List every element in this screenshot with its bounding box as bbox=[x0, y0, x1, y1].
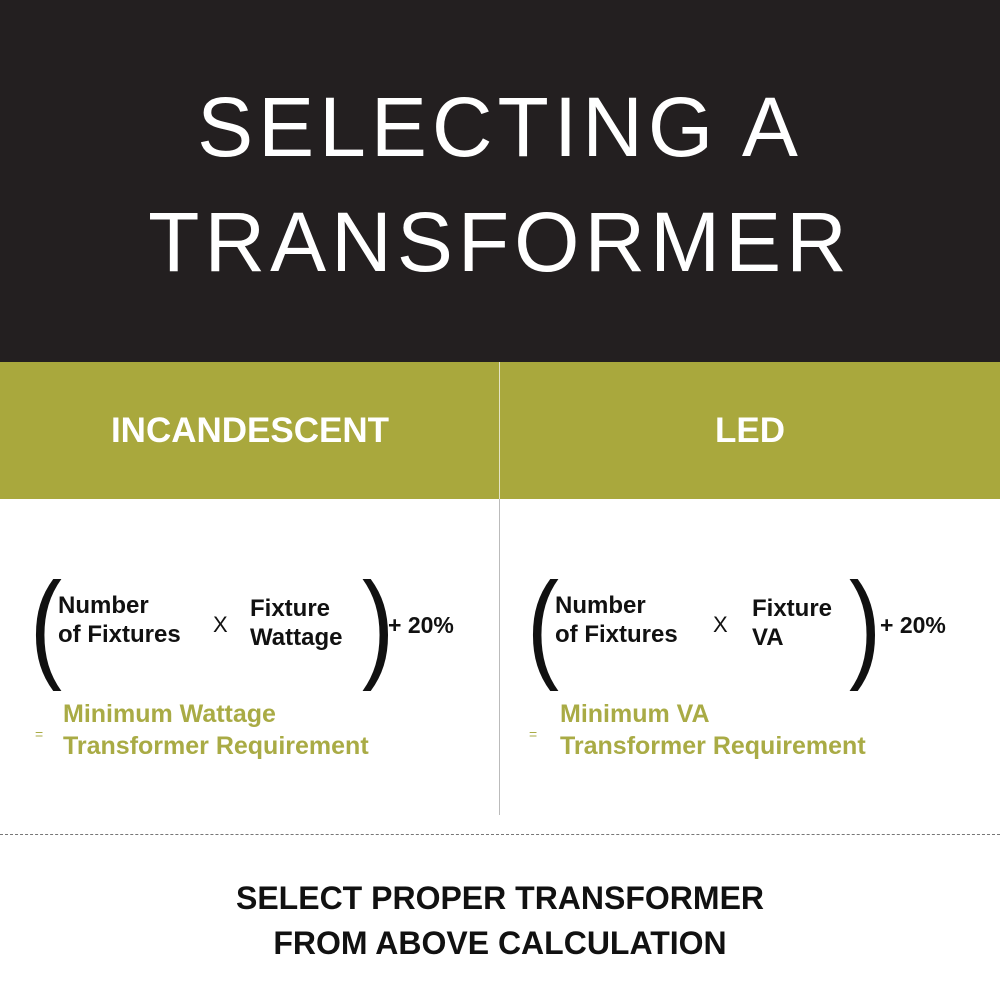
term-line: Wattage bbox=[250, 624, 343, 651]
term-line: of Fixtures bbox=[555, 621, 678, 648]
dashed-separator bbox=[0, 834, 1000, 835]
term-line: Fixture bbox=[752, 595, 833, 622]
heading-incandescent: INCANDESCENT bbox=[110, 410, 390, 450]
result-minimum-va: Minimum VA Transformer Requirement bbox=[560, 698, 866, 762]
multiply-sign: X bbox=[713, 612, 728, 637]
result-line: Transformer Requirement bbox=[560, 732, 866, 760]
right-parenthesis: ) bbox=[848, 558, 881, 692]
equals-sign: = bbox=[35, 726, 44, 742]
term-line: Number bbox=[555, 592, 646, 619]
term-fixture-va: Fixture VA bbox=[752, 594, 832, 652]
term-line: of Fixtures bbox=[58, 621, 181, 648]
footer-line-2: FROM ABOVE CALCULATION bbox=[273, 925, 727, 961]
plus-20-percent: + 20% bbox=[388, 612, 454, 638]
heading-band-led: LED bbox=[500, 362, 1000, 499]
term-number-of-fixtures: Number of Fixtures bbox=[555, 591, 678, 649]
right-parenthesis: ) bbox=[361, 558, 394, 692]
result-minimum-wattage: Minimum Wattage Transformer Requirement bbox=[63, 698, 369, 762]
footer-line-1: SELECT PROPER TRANSFORMER bbox=[235, 880, 765, 916]
title-line-1: SELECTING A bbox=[197, 80, 803, 174]
formula-led: ( Number of Fixtures X Fixture VA ) + 20% … bbox=[497, 560, 997, 800]
result-line: Minimum VA bbox=[560, 700, 710, 728]
term-line: Number bbox=[58, 592, 149, 619]
multiply-sign: X bbox=[213, 612, 228, 637]
left-parenthesis: ( bbox=[526, 558, 559, 692]
result-line: Minimum Wattage bbox=[63, 700, 276, 728]
term-number-of-fixtures: Number of Fixtures bbox=[58, 591, 181, 649]
term-fixture-wattage: Fixture Wattage bbox=[250, 594, 342, 652]
term-line: Fixture bbox=[250, 595, 331, 622]
column-divider bbox=[499, 362, 500, 815]
term-line: VA bbox=[752, 624, 784, 651]
left-parenthesis: ( bbox=[29, 558, 62, 692]
heading-band-incandescent: INCANDESCENT bbox=[0, 362, 500, 499]
equals-sign: = bbox=[529, 726, 538, 742]
plus-20-percent: + 20% bbox=[880, 612, 946, 638]
heading-led: LED bbox=[715, 410, 785, 450]
result-line: Transformer Requirement bbox=[63, 732, 369, 760]
formula-incandescent: ( Number of Fixtures X Fixture Wattage ) +… bbox=[0, 560, 500, 800]
band-divider bbox=[499, 362, 500, 499]
footer-instruction: SELECT PROPER TRANSFORMER FROM ABOVE CAL… bbox=[0, 876, 1000, 966]
title-line-2: TRANSFORMER bbox=[148, 195, 852, 289]
header-banner: SELECTING A TRANSFORMER bbox=[0, 0, 1000, 362]
